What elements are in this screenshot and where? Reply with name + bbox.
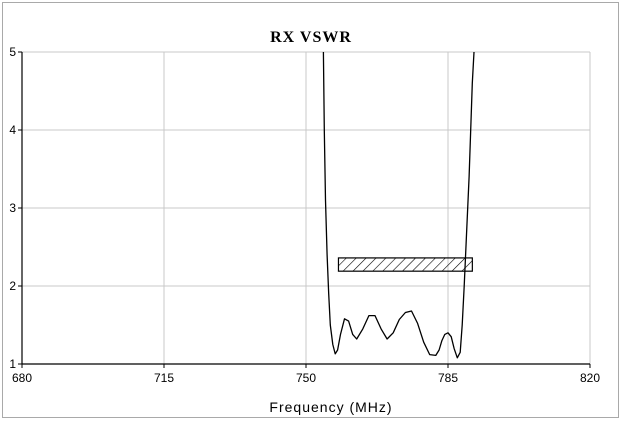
x-tick-label: 785	[438, 371, 458, 385]
x-axis-label: Frequency (MHz)	[269, 399, 392, 415]
y-tick-label: 4	[9, 123, 16, 137]
chart-title: RX VSWR	[270, 29, 352, 46]
grid-lines	[18, 51, 591, 368]
x-tick-label: 750	[296, 371, 316, 385]
tick-labels: 680 715 750 785 820 1 2 3 4 5	[9, 45, 600, 385]
x-tick-label: 680	[12, 371, 32, 385]
y-tick-label: 5	[9, 45, 16, 59]
vswr-line	[322, 52, 475, 359]
y-tick-label: 3	[9, 201, 16, 215]
data-series	[322, 52, 475, 359]
x-tick-label: 715	[154, 371, 174, 385]
x-tick-label: 820	[580, 371, 600, 385]
y-tick-label: 1	[9, 357, 16, 371]
y-tick-label: 2	[9, 279, 16, 293]
annotations	[337, 257, 473, 272]
spec-limit-hatched-bar	[337, 257, 473, 272]
